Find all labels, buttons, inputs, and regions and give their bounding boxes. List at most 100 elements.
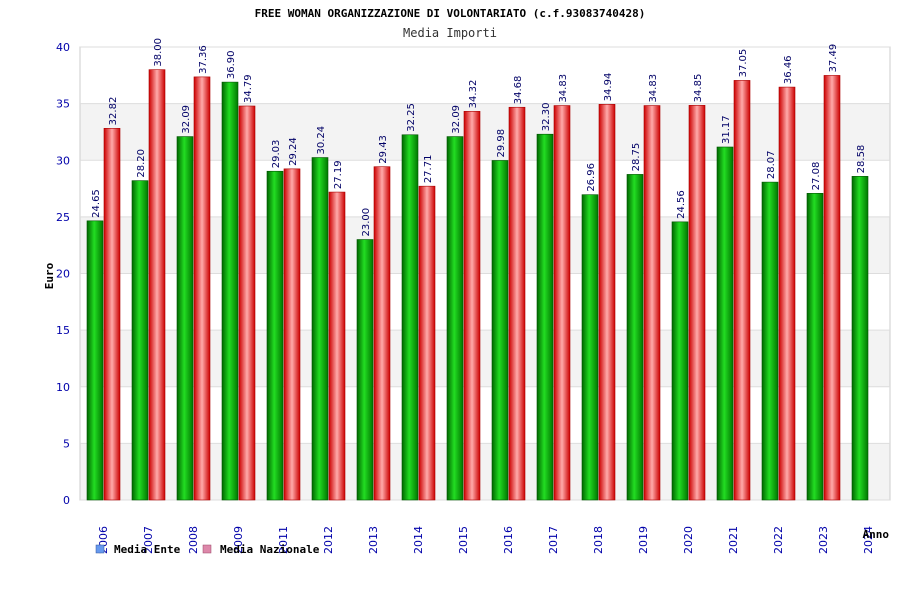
bar-media-ente-2013 [356, 239, 374, 501]
legend-swatch-media-nazionale [202, 544, 212, 554]
data-label: 34.85 [693, 74, 704, 103]
data-label: 32.30 [541, 103, 552, 132]
bar-media-nazionale-2017 [553, 105, 571, 501]
x-tick-label-2007: 2007 [142, 526, 155, 554]
bar-media-ente-2024 [851, 176, 869, 501]
bar-media-nazionale-2019 [643, 105, 661, 501]
bar-media-ente-2019 [626, 174, 644, 501]
x-tick-label-2015: 2015 [457, 526, 470, 554]
data-label: 31.17 [721, 115, 732, 144]
plot-band [80, 216, 890, 274]
data-label: 26.96 [586, 163, 597, 192]
y-tick-label: 35 [56, 98, 70, 111]
data-label: 24.56 [676, 190, 687, 219]
bar-media-ente-2020 [671, 221, 689, 501]
data-label: 30.24 [316, 126, 327, 155]
data-label: 36.90 [226, 50, 237, 79]
bar-media-ente-2008 [176, 136, 194, 501]
data-label: 29.43 [378, 135, 389, 164]
bar-media-nazionale-2020 [688, 105, 706, 501]
y-tick-label: 30 [56, 154, 70, 167]
data-label: 29.24 [288, 137, 299, 166]
x-tick-label-2019: 2019 [637, 526, 650, 554]
data-label: 27.71 [423, 155, 434, 184]
data-label: 34.68 [513, 76, 524, 105]
bar-media-nazionale-2015 [463, 111, 481, 501]
grid-lines [80, 46, 890, 501]
bar-media-nazionale-2012 [328, 191, 346, 501]
plot-band [80, 386, 890, 444]
x-tick-label-2024: 2024 [862, 526, 875, 554]
bar-media-nazionale-2018 [598, 104, 616, 501]
plot-band [80, 443, 890, 500]
bar-media-ente-2007 [131, 180, 149, 501]
x-tick-label-2017: 2017 [547, 526, 560, 554]
bar-media-nazionale-2006 [103, 128, 121, 501]
data-label: 27.19 [333, 160, 344, 189]
bar-media-nazionale-2016 [508, 106, 526, 501]
data-label: 28.58 [856, 145, 867, 174]
chart-title: FREE WOMAN ORGANIZZAZIONE DI VOLONTARIAT… [255, 7, 646, 20]
plot-band [80, 160, 890, 217]
bar-media-ente-2023 [806, 193, 824, 501]
bar-media-nazionale-2021 [733, 80, 751, 501]
bar-media-ente-2017 [536, 133, 554, 501]
data-label: 32.09 [451, 105, 462, 134]
plot-band [80, 47, 890, 104]
data-label: 34.94 [603, 73, 614, 102]
bar-media-nazionale-2013 [373, 166, 391, 501]
bar-media-nazionale-2023 [823, 75, 841, 501]
bar-media-ente-2012 [311, 157, 329, 501]
plot-background [79, 46, 891, 501]
bar-media-ente-2016 [491, 160, 509, 501]
bar-media-ente-2015 [446, 136, 464, 501]
bar-media-nazionale-2007 [148, 69, 166, 501]
data-label: 23.00 [361, 208, 372, 237]
bar-media-nazionale-2008 [193, 76, 211, 501]
bar-media-nazionale-2022 [778, 86, 796, 501]
bar-media-ente-2021 [716, 146, 734, 501]
bar-media-ente-2022 [761, 181, 779, 501]
x-tick-label-2011: 2011 [277, 526, 290, 554]
bar-media-ente-2009 [221, 81, 239, 501]
legend: Media Ente Media Nazionale [95, 543, 320, 556]
x-tick-label-2014: 2014 [412, 526, 425, 554]
data-label: 32.82 [108, 97, 119, 126]
legend-swatch-media-ente [95, 544, 105, 554]
data-label: 37.05 [738, 49, 749, 78]
data-label: 32.09 [181, 105, 192, 134]
data-label: 28.20 [136, 149, 147, 178]
data-label: 34.32 [468, 80, 479, 109]
data-labels: 24.65 32.82 28.20 38.00 32.09 37.36 36.90 34.79… [91, 38, 867, 237]
x-axis-label: Anno [863, 528, 890, 541]
x-axis-ticks: 2006 2007 2008 2009 2011 2012 2013 2014 2015 2016… [97, 526, 875, 554]
x-tick-label-2023: 2023 [817, 526, 830, 554]
legend-item-media-ente: Media Ente [114, 543, 181, 556]
data-label: 28.07 [766, 150, 777, 179]
x-tick-label-2020: 2020 [682, 526, 695, 554]
y-tick-label: 15 [56, 324, 70, 337]
y-axis-label: Euro [43, 262, 56, 289]
x-tick-label-2013: 2013 [367, 526, 380, 554]
y-tick-label: 40 [56, 41, 70, 54]
bars [86, 69, 869, 501]
data-label: 36.46 [783, 55, 794, 84]
bar-media-ente-2018 [581, 194, 599, 501]
x-tick-label-2021: 2021 [727, 526, 740, 554]
x-tick-label-2016: 2016 [502, 526, 515, 554]
data-label: 34.83 [648, 74, 659, 103]
x-tick-label-2018: 2018 [592, 526, 605, 554]
data-label: 38.00 [153, 38, 164, 67]
data-label: 29.03 [271, 140, 282, 169]
plot-band [80, 330, 890, 387]
data-label: 27.08 [811, 162, 822, 191]
legend-item-media-nazionale: Media Nazionale [220, 543, 320, 556]
x-tick-label-2022: 2022 [772, 526, 785, 554]
bar-media-nazionale-2011 [283, 168, 301, 501]
plot-band [80, 273, 890, 331]
bar-media-ente-2006 [86, 220, 104, 501]
bar-media-ente-2014 [401, 134, 419, 501]
y-axis-ticks: 0 5 10 15 20 25 30 35 40 [56, 41, 70, 507]
data-label: 34.79 [243, 74, 254, 103]
